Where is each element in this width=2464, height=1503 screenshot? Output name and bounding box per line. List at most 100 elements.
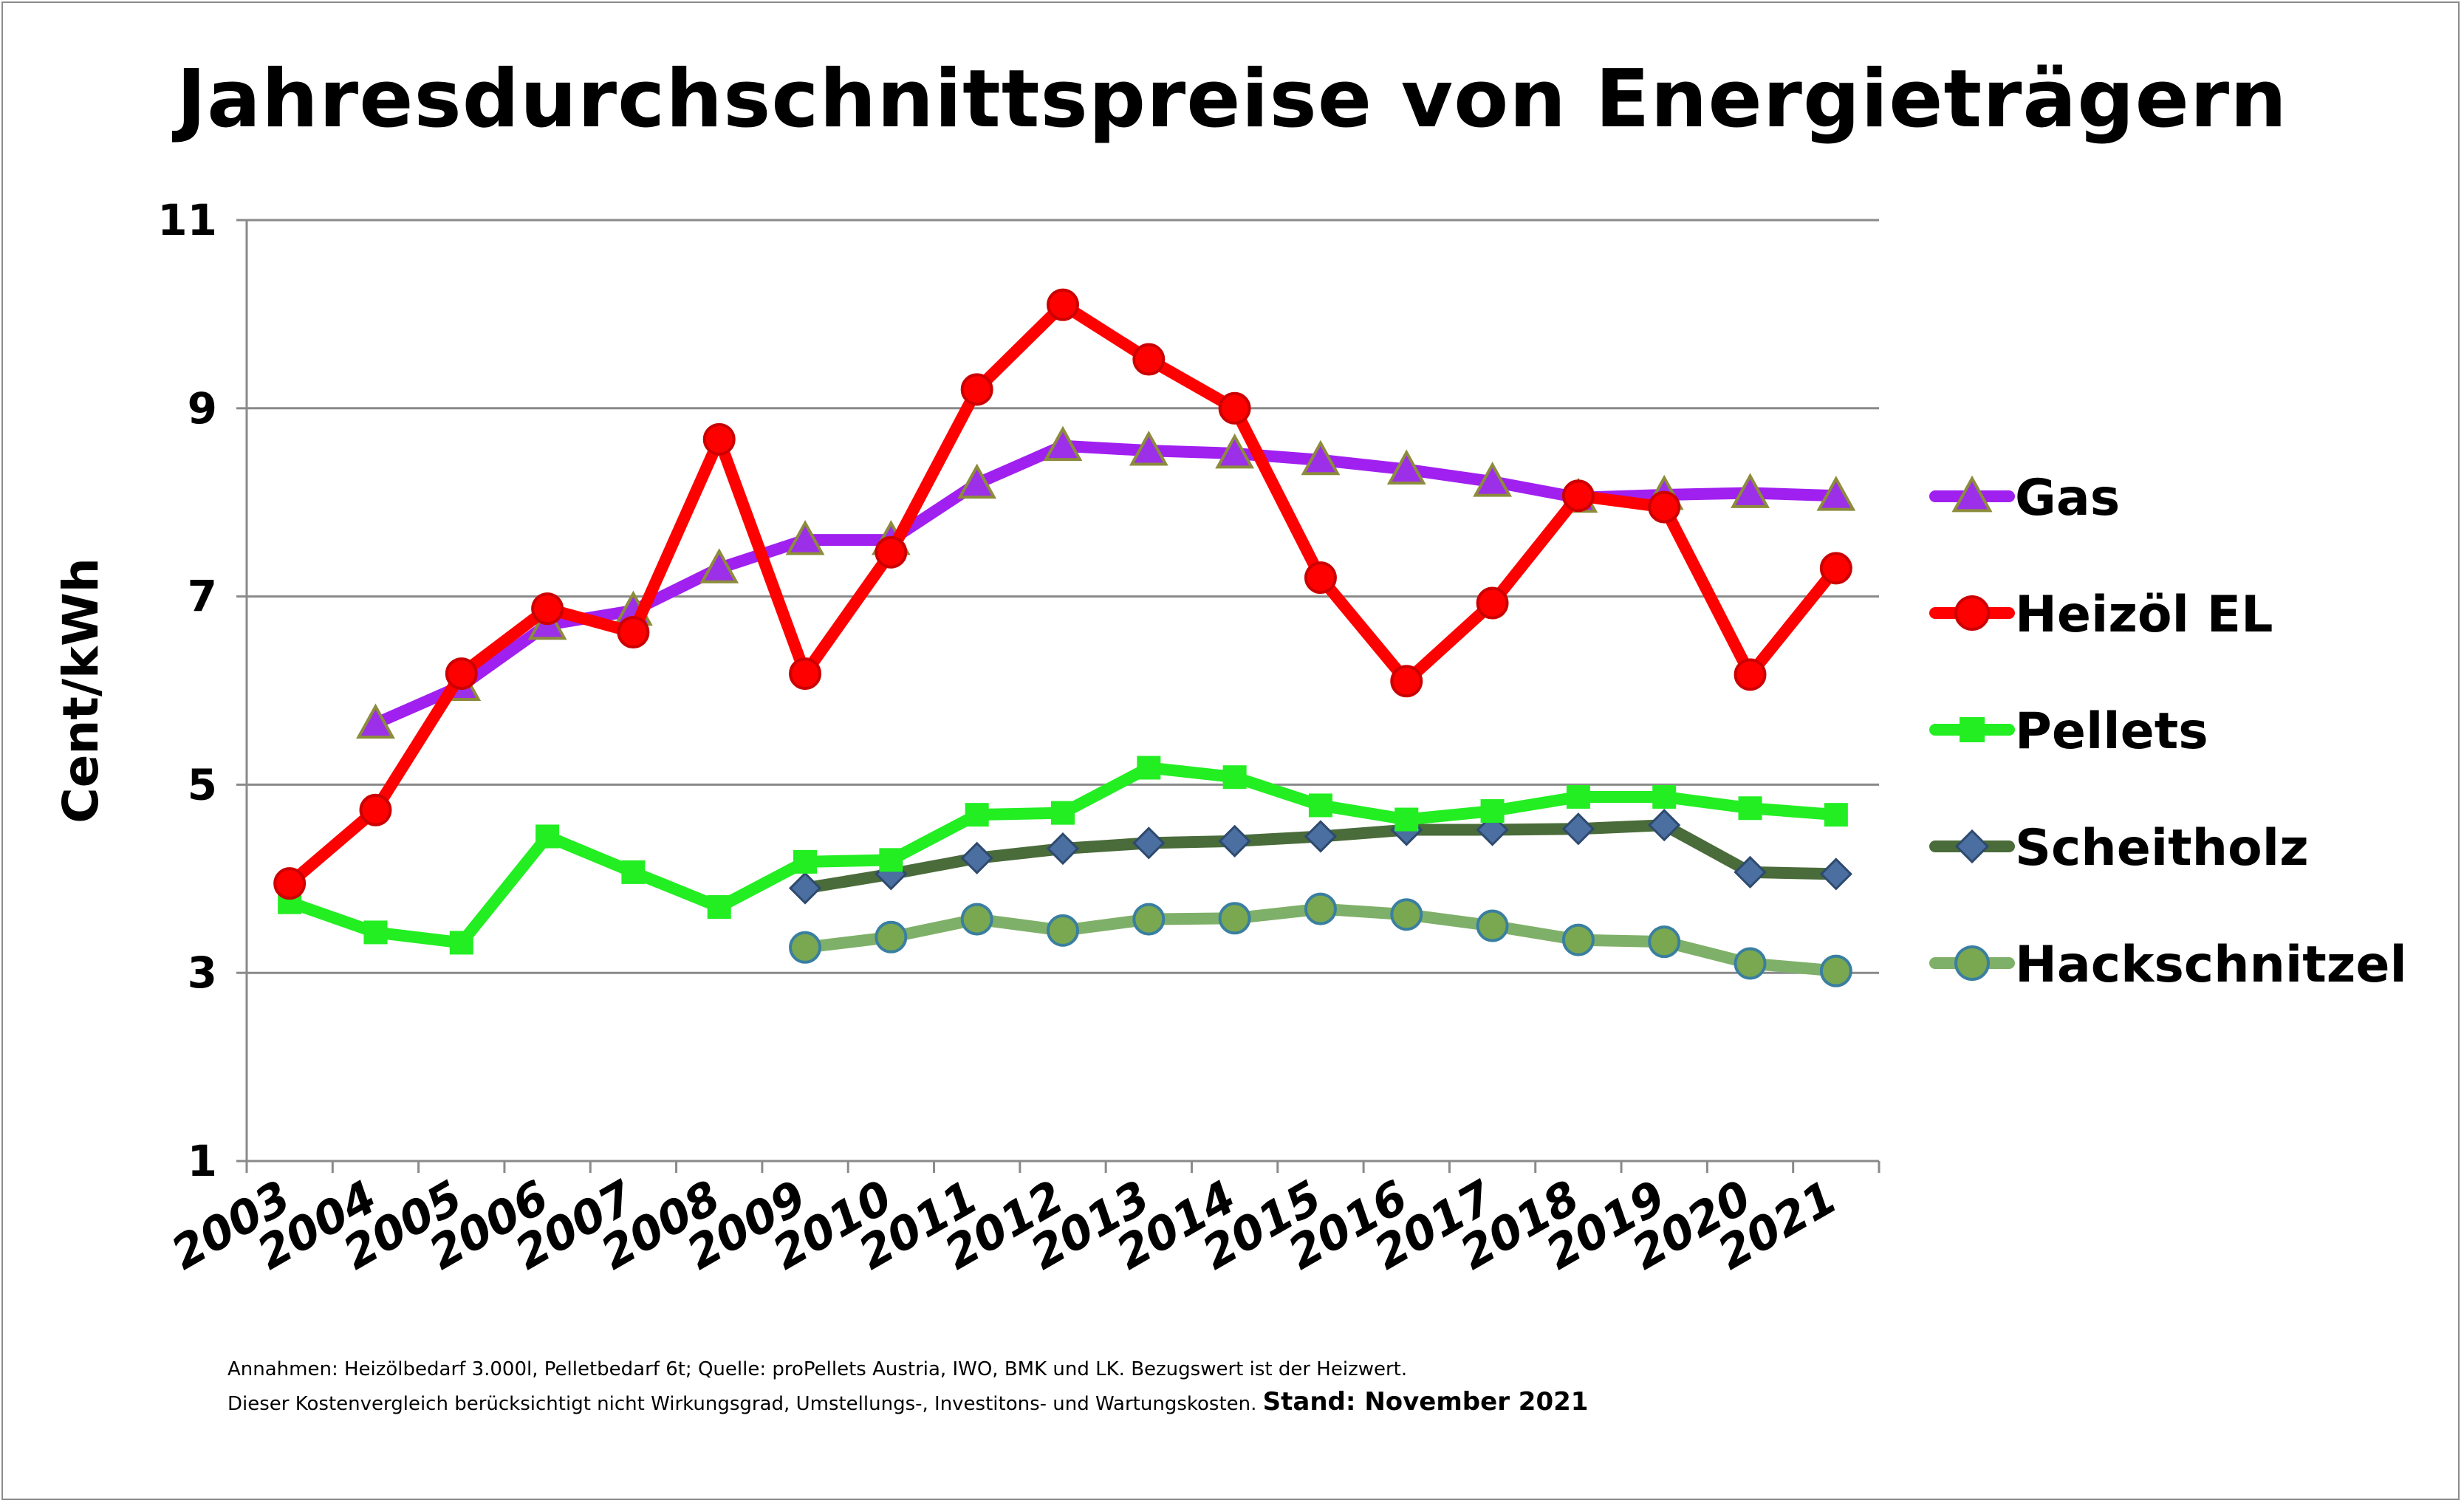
data-point-2012 (1047, 914, 1079, 947)
data-point-2011 (965, 803, 989, 827)
data-point-2018 (1561, 812, 1595, 846)
footnote-line-1: Annahmen: Heizölbedarf 3.000l, Pelletbed… (227, 1358, 1408, 1380)
data-point-2016 (1390, 665, 1423, 698)
legend-entry-hackschnitzel: Hackschnitzel (1929, 936, 2407, 994)
data-point-2020 (1738, 796, 1762, 821)
data-point-2005 (445, 657, 478, 691)
legend-swatch-marker (1960, 717, 1985, 742)
y-tick-label-5: 5 (188, 759, 217, 809)
data-point-2017 (1476, 909, 1509, 942)
data-point-2009 (789, 657, 822, 691)
data-point-2020 (1734, 855, 1767, 889)
data-point-2008 (699, 548, 739, 583)
data-point-2014 (1215, 433, 1255, 469)
footnote-line-2: Dieser Kostenvergleich berücksichtigt ni… (227, 1386, 1588, 1420)
data-point-2019 (1648, 925, 1681, 959)
legend-swatch-marker (1954, 829, 1990, 864)
data-point-2013 (1132, 343, 1166, 376)
legend-label: Hackschnitzel (2015, 936, 2407, 994)
legend-label: Scheitholz (2015, 819, 2309, 877)
data-point-2013 (1132, 826, 1166, 860)
data-point-2021 (1819, 552, 1852, 585)
legend-label: Pellets (2015, 702, 2208, 761)
legend-entry-gas: Gas (1929, 469, 2120, 527)
data-point-2009 (785, 520, 825, 555)
data-point-2007 (621, 860, 646, 884)
data-point-2018 (1561, 923, 1595, 956)
y-axis-label: Cent/kWh (52, 558, 109, 824)
legend-label: Gas (2015, 469, 2120, 527)
footnote: Annahmen: Heizölbedarf 3.000l, Pelletbed… (227, 1353, 1588, 1420)
data-point-2004 (356, 703, 395, 739)
data-point-2016 (1390, 898, 1423, 931)
data-point-2003 (273, 867, 307, 900)
series-line-gas (369, 439, 1842, 730)
data-point-2015 (1308, 793, 1332, 818)
legend-swatch-marker (1951, 475, 1993, 513)
data-point-2014 (1222, 765, 1247, 790)
legend-entry-pellets: Pellets (1929, 702, 2208, 761)
chart-title: Jahresdurchschnittspreise von Energieträ… (176, 53, 2287, 145)
data-point-2012 (1047, 288, 1079, 321)
legend-label: Heizöl EL (2015, 586, 2273, 644)
data-point-2017 (1473, 462, 1512, 497)
y-tick-label-3: 3 (188, 948, 217, 998)
legend-entry-scheitholz: Scheitholz (1929, 819, 2309, 877)
data-point-2021 (1816, 476, 1856, 511)
data-point-2006 (531, 592, 564, 626)
legend-swatch-marker (1954, 945, 1990, 981)
data-point-2013 (1137, 756, 1161, 780)
y-tick-label-9: 9 (188, 383, 217, 434)
data-point-2010 (875, 920, 908, 954)
data-point-2004 (359, 793, 392, 826)
data-point-2004 (363, 920, 388, 945)
stand-date: Stand: November 2021 (1262, 1387, 1589, 1417)
data-point-2019 (1652, 784, 1677, 809)
footnote-line-2-text: Dieser Kostenvergleich berücksichtigt ni… (227, 1393, 1257, 1415)
legend-entry-heiz-l-el: Heizöl EL (1929, 586, 2273, 644)
data-point-2009 (793, 849, 818, 874)
data-point-2021 (1819, 857, 1852, 891)
data-point-2016 (1394, 807, 1419, 832)
data-point-2006 (535, 824, 560, 849)
data-point-2019 (1648, 809, 1681, 842)
y-tick-label-11: 11 (157, 195, 217, 245)
data-point-2008 (707, 895, 731, 920)
series-hackschnitzel (789, 892, 1852, 987)
data-point-2021 (1824, 803, 1848, 827)
data-point-2015 (1301, 439, 1341, 476)
series-pellets (278, 756, 1848, 955)
legend-swatch-marker (1954, 595, 1990, 631)
data-point-2020 (1731, 473, 1770, 508)
data-point-2007 (617, 616, 650, 649)
y-tick-label-7: 7 (188, 572, 217, 622)
data-point-2011 (960, 903, 993, 936)
data-point-2015 (1304, 820, 1338, 853)
data-point-2017 (1480, 799, 1505, 824)
data-point-2010 (875, 535, 908, 569)
data-point-2005 (449, 931, 473, 955)
data-point-2018 (1566, 784, 1590, 809)
data-point-2009 (789, 931, 822, 964)
data-point-2014 (1218, 824, 1251, 857)
data-point-2020 (1734, 658, 1767, 691)
data-point-2013 (1132, 903, 1166, 936)
data-point-2010 (879, 848, 903, 872)
data-point-2011 (960, 373, 993, 406)
series-gas (356, 425, 1856, 739)
data-point-2015 (1304, 561, 1337, 595)
data-point-2013 (1129, 431, 1168, 466)
data-point-2014 (1218, 391, 1251, 425)
data-point-2016 (1386, 449, 1426, 485)
data-point-2011 (957, 463, 997, 499)
data-point-2012 (1043, 425, 1083, 462)
data-point-2014 (1218, 902, 1251, 935)
data-point-2012 (1051, 801, 1075, 825)
data-point-2019 (1648, 490, 1681, 524)
series-heiz-l-el (273, 288, 1852, 900)
y-tick-label-1: 1 (188, 1136, 217, 1186)
data-point-2017 (1476, 586, 1509, 620)
data-point-2015 (1304, 892, 1337, 925)
data-point-2009 (788, 872, 822, 905)
